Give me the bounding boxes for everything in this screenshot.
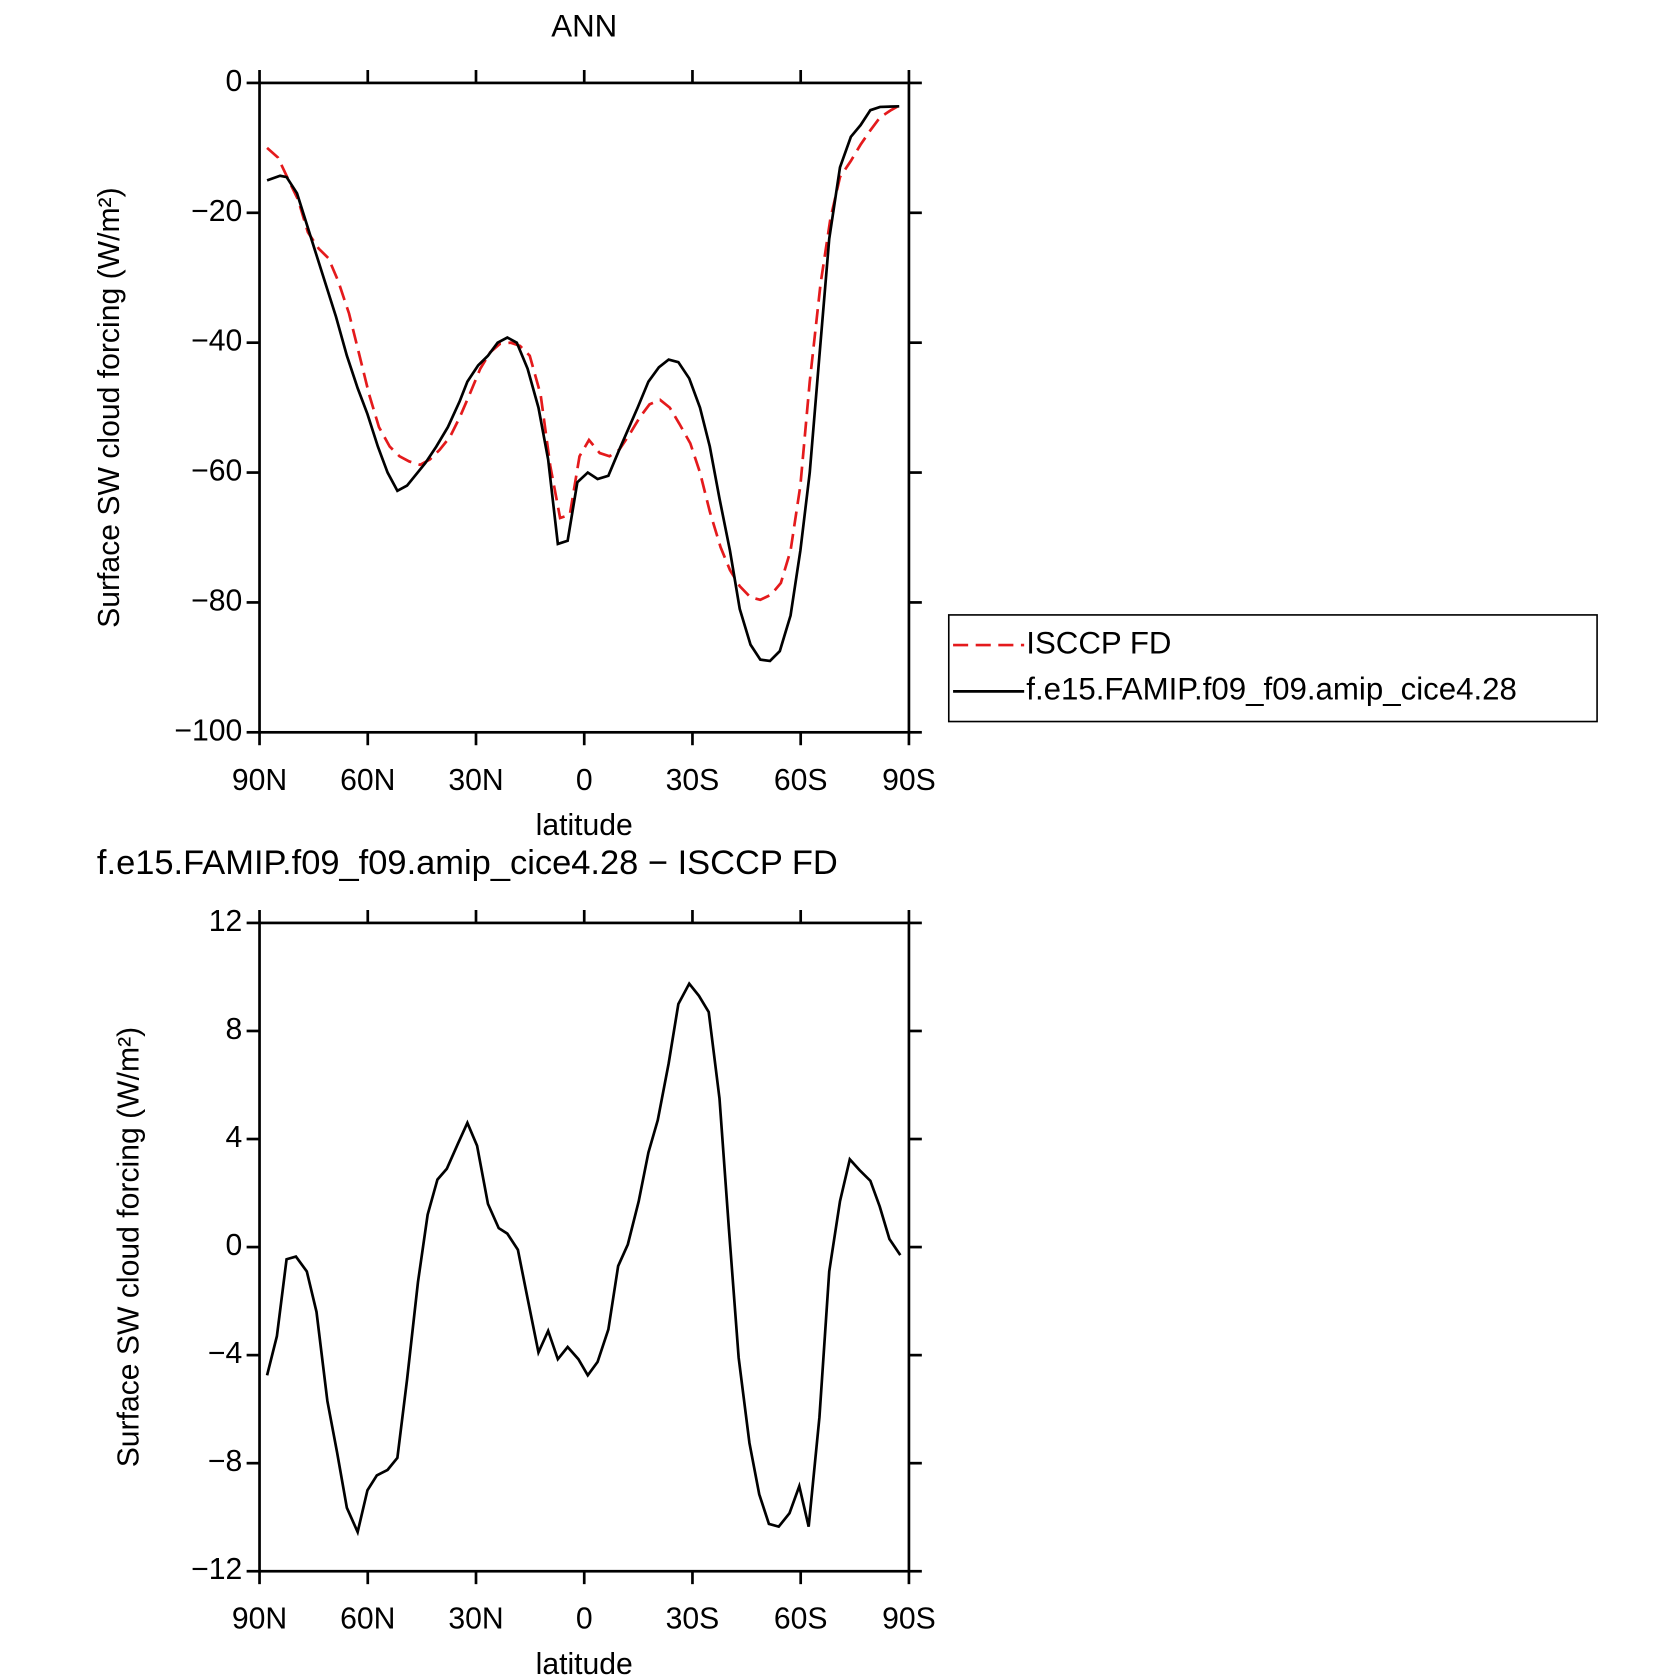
- x-tick-label: 60N: [340, 1603, 395, 1636]
- x-axis-label: latitude: [536, 809, 633, 842]
- y-tick-label: 4: [226, 1121, 243, 1154]
- x-tick-label: 90S: [882, 1603, 936, 1636]
- plot-frame: [258, 81, 911, 734]
- x-tick-label: 30S: [666, 1603, 720, 1636]
- line-series: [265, 981, 902, 1537]
- y-tick-label: −12: [191, 1553, 242, 1586]
- x-tick-label: 30N: [448, 1603, 503, 1636]
- x-tick-label: 60S: [774, 1603, 828, 1636]
- plot-frame: [258, 921, 911, 1573]
- legend-label: f.e15.FAMIP.f09_f09.amip_cice4.28: [1026, 672, 1517, 707]
- line-series: [266, 103, 901, 602]
- x-tick-label: 0: [576, 764, 593, 797]
- x-tick-label: 90S: [882, 764, 936, 797]
- x-tick-label: 60S: [774, 764, 828, 797]
- x-tick-label: 90N: [232, 1603, 287, 1636]
- y-tick-label: −20: [191, 195, 242, 228]
- y-axis-label: Surface SW cloud forcing (W/m²): [112, 1027, 145, 1467]
- x-tick-label: 30N: [448, 764, 503, 797]
- y-tick-label: 0: [226, 65, 243, 98]
- y-tick-label: −8: [208, 1445, 242, 1478]
- x-tick-label: 30S: [666, 764, 720, 797]
- y-tick-label: −4: [208, 1337, 242, 1370]
- y-tick-label: −60: [191, 455, 242, 488]
- y-tick-label: 8: [226, 1013, 243, 1046]
- y-tick-label: 0: [226, 1229, 243, 1262]
- y-tick-label: 12: [209, 905, 243, 938]
- x-tick-label: 60N: [340, 764, 395, 797]
- y-tick-label: −40: [191, 325, 242, 358]
- legend-label: ISCCP FD: [1026, 625, 1171, 660]
- y-axis-label: Surface SW cloud forcing (W/m²): [93, 187, 126, 627]
- legend-box: [947, 614, 1598, 723]
- y-tick-label: −100: [174, 714, 242, 747]
- x-tick-label: 0: [576, 1603, 593, 1636]
- x-tick-label: 90N: [232, 764, 287, 797]
- y-tick-label: −80: [191, 584, 242, 617]
- x-axis-label: latitude: [536, 1648, 633, 1680]
- chart-title: f.e15.FAMIP.f09_f09.amip_cice4.28 − ISCC…: [97, 844, 838, 882]
- chart-title: ANN: [551, 8, 617, 43]
- line-series: [266, 104, 900, 663]
